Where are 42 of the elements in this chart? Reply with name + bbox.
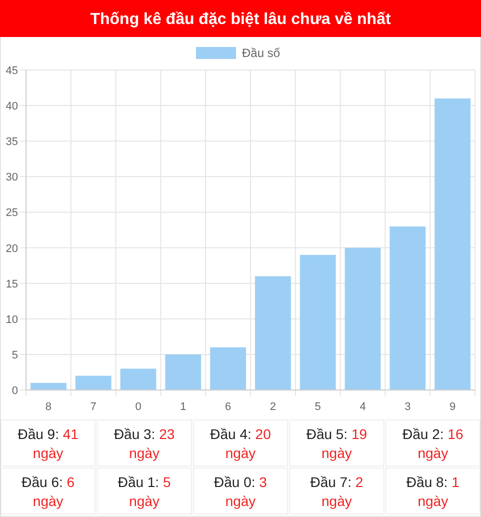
y-tick-label: 25: [6, 207, 18, 220]
y-tick-label: 0: [12, 385, 18, 397]
bar: [390, 226, 426, 390]
x-tick-label: 5: [314, 401, 321, 413]
y-tick-label: 5: [12, 349, 18, 362]
y-tick-label: 10: [6, 314, 18, 326]
y-tick-label: 15: [6, 278, 18, 290]
x-tick-label: 9: [449, 401, 456, 413]
y-tick-label: 40: [6, 100, 18, 113]
x-tick-label: 8: [45, 401, 52, 413]
legend-label: Đầu số: [242, 46, 280, 60]
x-tick-label: 7: [90, 401, 96, 413]
x-tick-label: 1: [180, 401, 186, 413]
x-tick-label: 6: [224, 401, 232, 413]
x-tick-label: 4: [360, 401, 366, 413]
bar: [254, 276, 291, 390]
bar: [210, 347, 246, 390]
bar: [300, 254, 336, 390]
text: Đầu 5: 19 ngày: [306, 426, 368, 461]
x-tick-label: 2: [270, 401, 276, 413]
bar: [30, 382, 66, 390]
bar: [75, 376, 112, 390]
text: Đầu 9: 41 ngày: [18, 426, 79, 461]
text: Đầu 0: 3 ngày: [214, 474, 268, 509]
text: Đầu 6: 6 ngày: [22, 474, 75, 509]
text: Đầu 1: 5 ngày: [118, 474, 171, 509]
bar: [344, 248, 381, 390]
y-tick-label: 30: [6, 172, 18, 184]
y-tick-label: 20: [6, 242, 18, 255]
bar: [434, 98, 471, 390]
bar: [165, 354, 202, 390]
text: Đầu 2: 16 ngày: [402, 426, 464, 461]
bar: [120, 368, 156, 390]
text: Đầu 7: 2 ngày: [310, 474, 364, 509]
chart-title: Thống kê đầu đặc biệt lâu chưa về nhất: [90, 11, 392, 28]
text: Đầu 3: 23 ngày: [114, 426, 175, 461]
text: Đầu 4: 20 ngày: [210, 426, 272, 461]
y-tick-label: 45: [6, 65, 18, 77]
x-tick-label: 0: [135, 401, 142, 413]
text: Đầu 8: 1 ngày: [406, 474, 460, 509]
y-tick-label: 35: [6, 136, 18, 148]
x-tick-label: 3: [404, 401, 411, 413]
